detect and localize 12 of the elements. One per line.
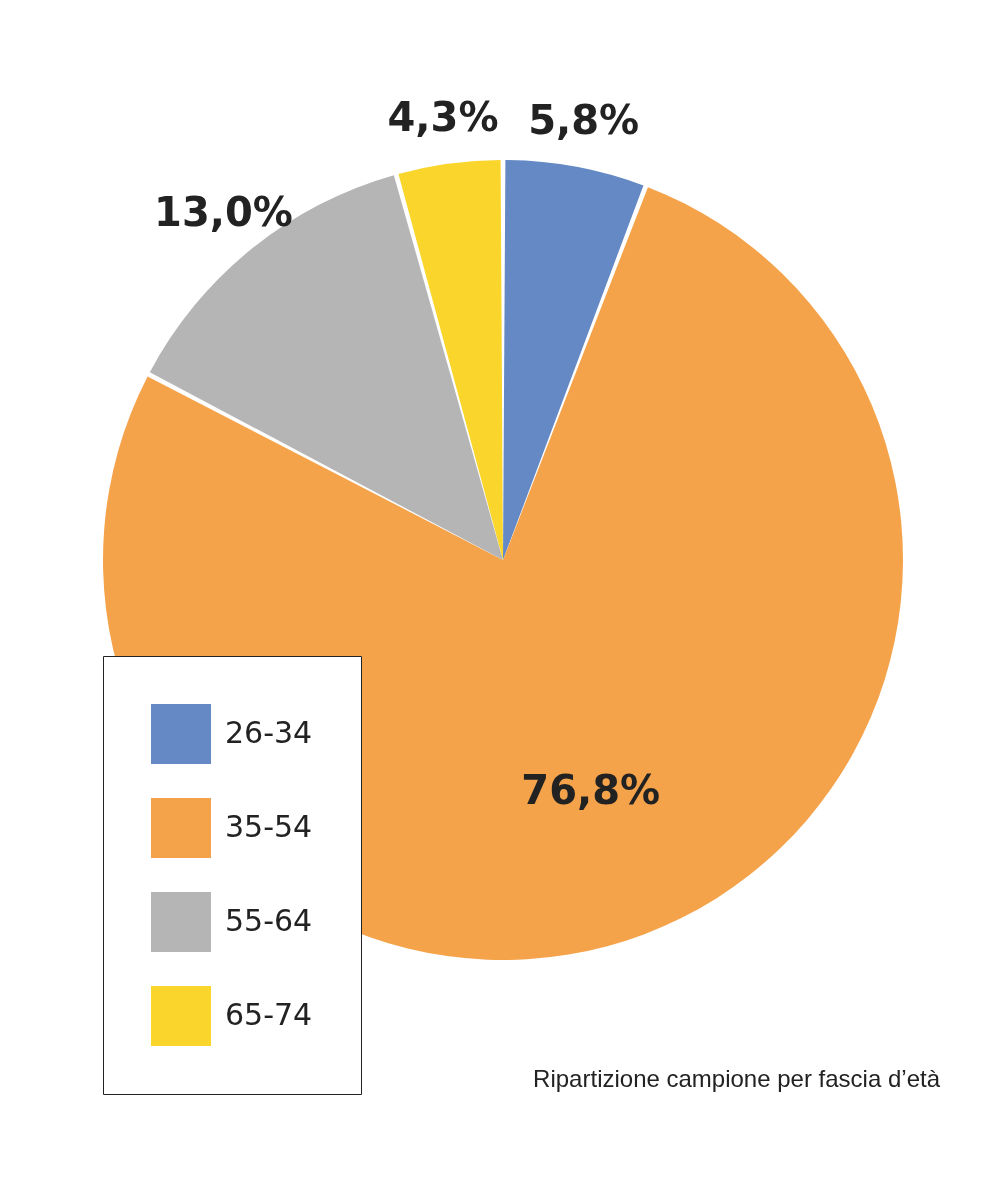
data-label: 76,8% xyxy=(521,766,661,813)
data-label: 13,0% xyxy=(154,188,293,235)
text: Ripartizione campione per fascia d’età xyxy=(533,1065,941,1092)
data-label: 5,8% xyxy=(528,97,640,144)
pie-slice xyxy=(398,160,503,560)
legend-label: 35-54 xyxy=(225,809,313,844)
legend-label: 55-64 xyxy=(225,903,313,938)
data-label: 4,3% xyxy=(387,94,499,141)
pie-slice xyxy=(503,160,644,560)
legend-label: 65-74 xyxy=(225,997,313,1032)
pie-slice xyxy=(149,175,503,560)
legend-label: 26-34 xyxy=(225,715,313,750)
